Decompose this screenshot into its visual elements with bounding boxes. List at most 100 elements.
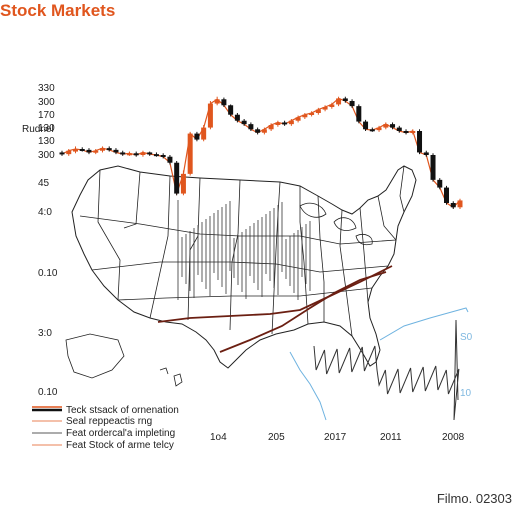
candle-body <box>180 173 186 194</box>
candle-body <box>410 131 416 133</box>
x-tick-label: 2008 <box>442 432 465 443</box>
noisy-series-line <box>313 319 460 421</box>
candle-body <box>444 187 450 203</box>
candle-body <box>295 117 301 121</box>
great-lakes <box>299 202 373 246</box>
legend-item: Feat Stock of arme telcy <box>32 440 174 451</box>
candle-body <box>79 149 85 151</box>
candle-body <box>133 153 139 156</box>
candle-body <box>376 127 382 131</box>
candle-body <box>255 129 261 133</box>
candle-body <box>140 152 146 155</box>
candle-body <box>288 120 294 125</box>
y-tick-label: 330 <box>38 83 55 94</box>
candle-body <box>396 127 402 131</box>
candle-body <box>59 152 65 155</box>
candle-body <box>221 99 227 106</box>
candle-body <box>153 154 159 157</box>
candle-body <box>383 124 389 128</box>
candle-body <box>275 122 281 125</box>
candle-body <box>93 150 99 153</box>
map-hatching <box>177 200 311 300</box>
candle-body <box>437 179 443 188</box>
candle-body <box>356 106 362 122</box>
legend-label: Feat Stock of arme telcy <box>66 440 174 451</box>
y-axis-title: Rudnel <box>22 124 54 135</box>
map-routes <box>157 265 393 353</box>
candle-body <box>423 152 429 155</box>
hawaii-outline <box>159 367 183 387</box>
image-credit: Filmo. 02303 <box>436 491 512 506</box>
candle-body <box>336 98 342 105</box>
right-tick-label: 10 <box>460 388 472 399</box>
candle-body <box>309 113 315 115</box>
candle-body <box>329 104 335 107</box>
candle-body <box>349 101 355 107</box>
x-axis-labels: 1o4 205 2017 2011 2008 <box>210 432 465 443</box>
candle-body <box>390 124 396 128</box>
candle-body <box>214 99 220 104</box>
route-line-2 <box>219 271 387 353</box>
candle-body <box>369 129 375 132</box>
blue-descending-line <box>289 351 327 421</box>
x-tick-label: 205 <box>268 432 285 443</box>
right-axis-labels: S0 10 <box>460 332 473 399</box>
candle-body <box>187 133 193 174</box>
candle-body <box>126 153 132 156</box>
legend-item: Feat ordercal'a impleting <box>32 428 175 439</box>
candle-body <box>450 203 456 208</box>
y-tick-label: 130 <box>38 123 55 134</box>
route-line-1 <box>157 265 393 323</box>
candle-body <box>160 155 166 157</box>
candle-body <box>261 129 267 133</box>
y-tick-label: 0.10 <box>38 387 58 398</box>
candle-body <box>241 120 247 125</box>
candle-body <box>106 148 112 151</box>
candle-body <box>99 148 105 151</box>
x-tick-label: 2011 <box>380 432 402 443</box>
alaska-outline <box>65 333 125 379</box>
candle-body <box>174 162 180 194</box>
candle-body <box>268 125 274 130</box>
blue-trend-line <box>379 307 469 341</box>
y-tick-label: 45 <box>38 178 50 189</box>
legend-label: Teck stsack of ornenation <box>66 405 179 416</box>
candle-body <box>322 107 328 110</box>
chart-title: Stock Markets <box>0 1 116 20</box>
legend-item: Seal reppeactis rng <box>32 416 152 427</box>
y-tick-label: 170 <box>38 110 55 121</box>
candle-body <box>302 114 308 118</box>
legend-label: Feat ordercal'a impleting <box>66 428 175 439</box>
y-tick-label: 4:0 <box>38 207 52 218</box>
candle-body <box>342 98 348 101</box>
candle-body <box>234 114 240 121</box>
candle-body <box>167 156 173 163</box>
y-axis-labels: 330 300 170 130 130 300 45 4:0 0.10 3:0 0.10 <box>38 83 58 398</box>
candle-body <box>430 155 436 180</box>
right-tick-label: S0 <box>460 332 473 343</box>
candle-body <box>228 105 234 115</box>
candle-body <box>282 122 288 125</box>
candle-body <box>363 121 369 130</box>
us-outline <box>71 165 417 369</box>
y-tick-label: 0.10 <box>38 268 58 279</box>
us-map <box>65 165 417 387</box>
legend-item: Teck stsack of ornenation <box>32 405 179 416</box>
y-tick-label: 130 <box>38 136 55 147</box>
candle-body <box>72 149 78 152</box>
candle-body <box>120 152 126 155</box>
candle-body <box>248 124 254 130</box>
y-tick-label: 300 <box>38 150 55 161</box>
candlestick-series <box>59 96 463 209</box>
x-tick-label: 2017 <box>324 432 347 443</box>
candle-body <box>315 109 321 113</box>
candle-body <box>113 149 119 153</box>
x-tick-label: 1o4 <box>210 432 227 443</box>
candle-body <box>201 127 207 140</box>
candle-body <box>207 103 213 128</box>
candle-body <box>403 131 409 133</box>
candle-body <box>86 149 92 153</box>
y-tick-label: 3:0 <box>38 328 52 339</box>
